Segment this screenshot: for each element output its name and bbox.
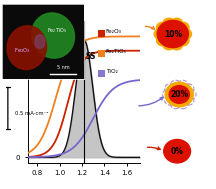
Ellipse shape bbox=[35, 35, 45, 48]
Text: Fe₂TiO₅: Fe₂TiO₅ bbox=[106, 49, 127, 54]
Text: SS: SS bbox=[86, 52, 96, 60]
Bar bbox=[98, 30, 105, 37]
Bar bbox=[98, 70, 105, 77]
Text: 0.5 mA·cm⁻²: 0.5 mA·cm⁻² bbox=[15, 111, 48, 116]
Text: $\rm Fe_2O_3$: $\rm Fe_2O_3$ bbox=[14, 46, 31, 55]
Text: $\rm Fe_2TiO_5$: $\rm Fe_2TiO_5$ bbox=[47, 26, 67, 35]
Text: Fe₂O₃: Fe₂O₃ bbox=[106, 29, 122, 34]
Text: 10%: 10% bbox=[164, 29, 182, 39]
Ellipse shape bbox=[32, 13, 75, 58]
Text: 0%: 0% bbox=[171, 147, 184, 156]
Text: 20%: 20% bbox=[170, 90, 188, 99]
Text: 5 nm: 5 nm bbox=[57, 65, 69, 70]
Text: TiO₂: TiO₂ bbox=[106, 69, 118, 74]
Ellipse shape bbox=[7, 26, 46, 70]
Bar bbox=[98, 50, 105, 57]
